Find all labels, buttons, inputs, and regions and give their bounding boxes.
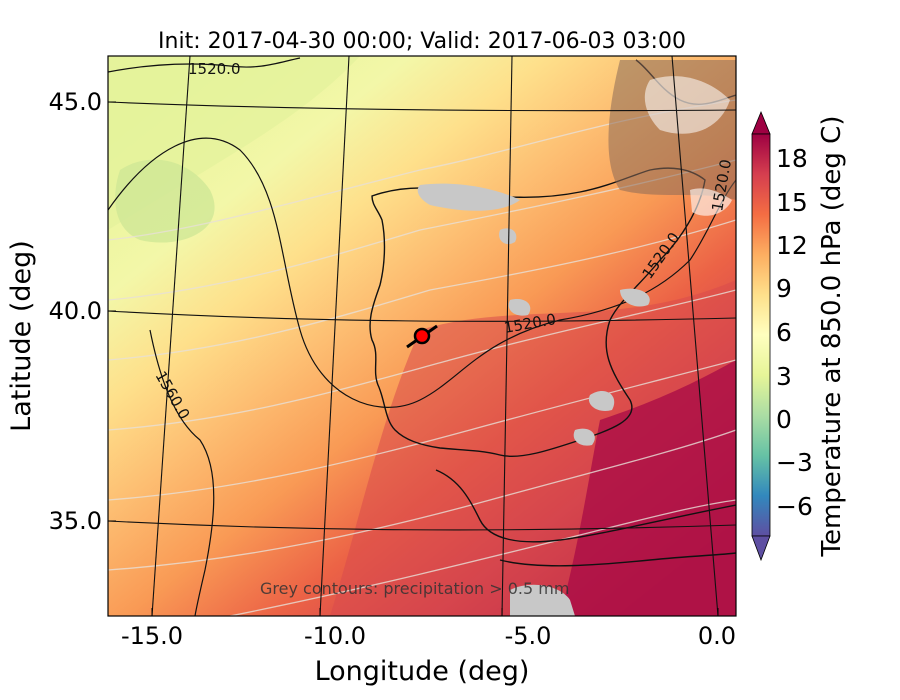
colorbar-tick-label: 0 [776,405,792,434]
map-frame [107,55,737,617]
meridian-minus15 [151,56,191,616]
x-tick-label: -5.0 [505,622,552,650]
parallel-35 [108,520,736,531]
y-tick-label: 40.0 [49,297,102,325]
hot-region [560,360,736,616]
parallel-45 [108,101,736,112]
colorbar-tick-label: 15 [776,188,808,217]
contour-label: 1520.0 [188,60,241,78]
colorbar-tick-label: 9 [776,274,792,303]
colorbar-ticks: 18 15 12 9 6 3 0 −3 −6 [776,144,813,521]
precipitation-areas [417,183,650,616]
height-contours [108,57,736,616]
location-marker [406,324,438,349]
precipitation-note: Grey contours: precipitation > 0.5 mm [260,579,569,598]
parallel-40 [108,310,736,322]
x-tick-label: 0.0 [698,622,736,650]
graticule [108,56,736,616]
colorbar-tick-label: 18 [776,144,808,173]
meridian-minus5 [501,56,513,616]
x-axis-label: Longitude (deg) [315,656,530,687]
y-axis: 45.0 40.0 35.0 Latitude (deg) [6,88,116,535]
colorbar-label: Temperature at 850.0 hPa (deg C) [817,116,847,558]
y-tick-label: 35.0 [49,507,102,535]
cold-patch [115,159,215,243]
map-panel: 1520.0 1520.0 1520.0 1520.0 1560.0 Grey … [108,56,736,616]
colorbar-tick-label: −6 [776,492,813,521]
meridian-0 [671,56,719,616]
colorbar-tick-label: 12 [776,231,808,260]
colorbar-tick-label: −3 [776,448,813,477]
x-tick-label: -15.0 [121,622,183,650]
x-axis: -15.0 -10.0 -5.0 0.0 Longitude (deg) [121,608,736,687]
colorbar-bottom-extend [751,535,771,562]
x-tick-label: -10.0 [304,622,366,650]
colorbar-tick-label: 3 [776,362,792,391]
y-axis-label: Latitude (deg) [6,240,37,432]
y-tick-label: 45.0 [49,88,102,116]
colorbar: 18 15 12 9 6 3 0 −3 −6 Temperature at 85… [751,110,847,562]
colorbar-tick-label: 6 [776,318,792,347]
terrain [608,60,736,216]
colorbar-top-extend [751,110,771,135]
meridian-minus10 [319,56,350,616]
plot-title: Init: 2017-04-30 00:00; Valid: 2017-06-0… [158,29,686,54]
colorbar-body [751,133,771,537]
